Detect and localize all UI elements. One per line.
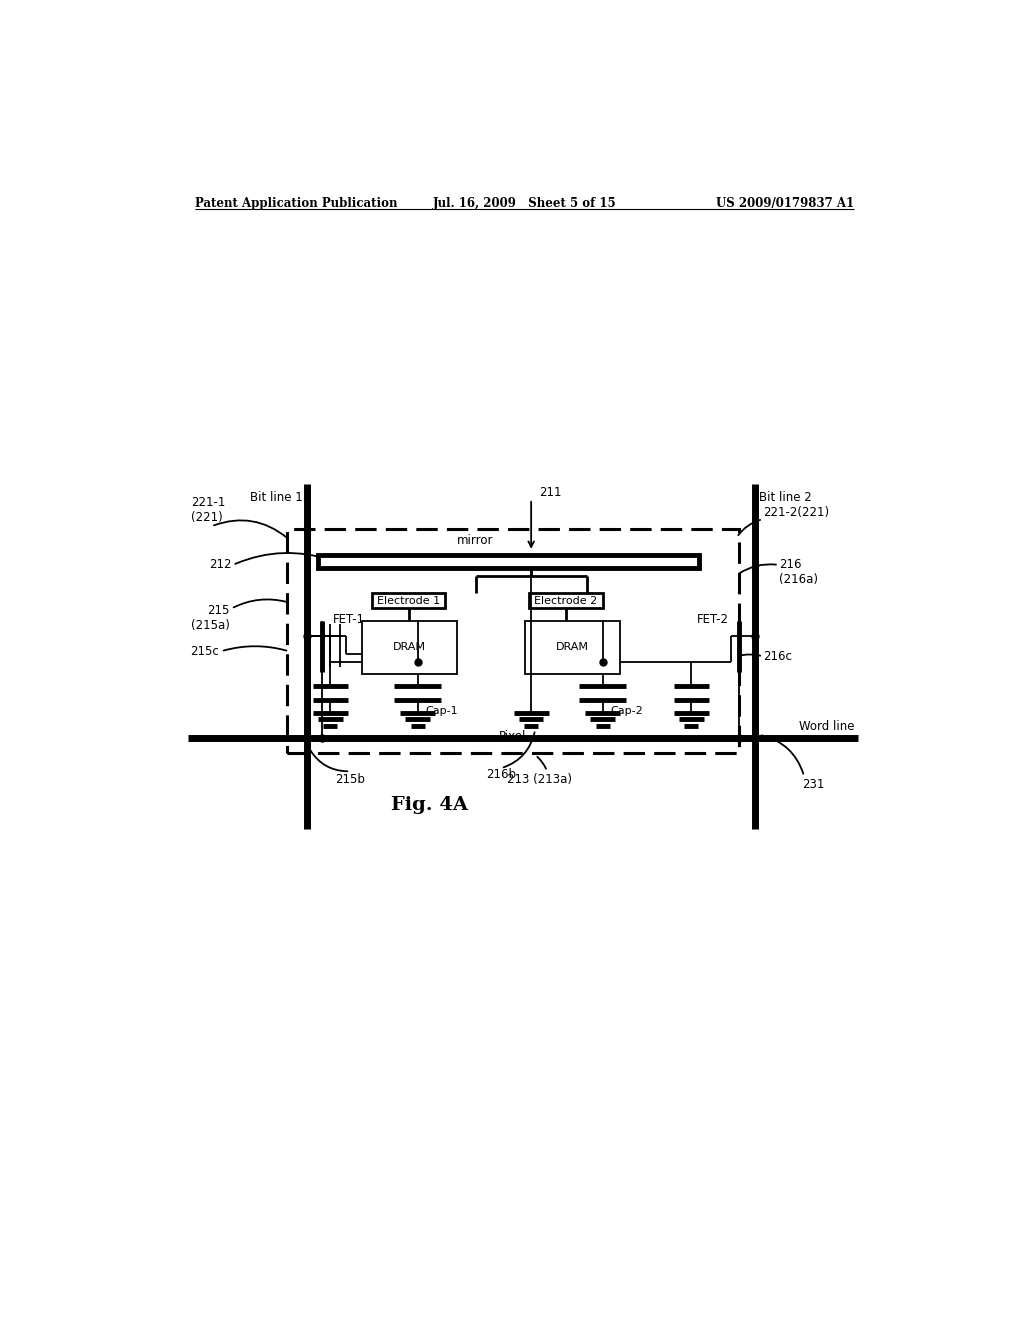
- Text: DRAM: DRAM: [393, 643, 426, 652]
- Bar: [524, 620, 620, 673]
- Text: 221-2(221): 221-2(221): [763, 507, 829, 519]
- Text: Electrode 2: Electrode 2: [535, 595, 597, 606]
- Text: 213 (213a): 213 (213a): [507, 774, 571, 787]
- Text: 212: 212: [209, 558, 231, 572]
- Text: Patent Application Publication: Patent Application Publication: [196, 197, 398, 210]
- Text: US 2009/0179837 A1: US 2009/0179837 A1: [716, 197, 854, 210]
- Text: Electrode 1: Electrode 1: [378, 595, 440, 606]
- Text: mirror: mirror: [458, 533, 494, 546]
- Text: Cap-2: Cap-2: [610, 706, 643, 717]
- Text: 215
(215a): 215 (215a): [190, 603, 229, 631]
- Text: 211: 211: [539, 486, 561, 499]
- Text: 215b: 215b: [335, 774, 366, 787]
- Bar: [373, 594, 445, 607]
- Bar: [528, 594, 602, 607]
- Bar: [362, 620, 458, 673]
- Bar: [318, 554, 699, 568]
- Text: Pixel: Pixel: [500, 730, 526, 743]
- Text: Word line: Word line: [799, 719, 854, 733]
- Text: Bit line 1: Bit line 1: [250, 491, 303, 504]
- Bar: [287, 529, 739, 752]
- Text: Fig. 4A: Fig. 4A: [391, 796, 468, 814]
- Text: Bit line 2: Bit line 2: [759, 491, 812, 504]
- Text: Jul. 16, 2009   Sheet 5 of 15: Jul. 16, 2009 Sheet 5 of 15: [433, 197, 616, 210]
- Text: FET-1: FET-1: [333, 612, 365, 626]
- Text: 221-1
(221): 221-1 (221): [191, 496, 226, 524]
- Text: 216b: 216b: [486, 768, 516, 781]
- Text: FET-2: FET-2: [696, 612, 729, 626]
- Text: 231: 231: [803, 779, 825, 792]
- Text: 215c: 215c: [190, 645, 219, 657]
- Text: 216
(216a): 216 (216a): [778, 558, 818, 586]
- Text: 216c: 216c: [763, 649, 792, 663]
- Text: DRAM: DRAM: [556, 643, 589, 652]
- Text: Cap-1: Cap-1: [426, 706, 458, 717]
